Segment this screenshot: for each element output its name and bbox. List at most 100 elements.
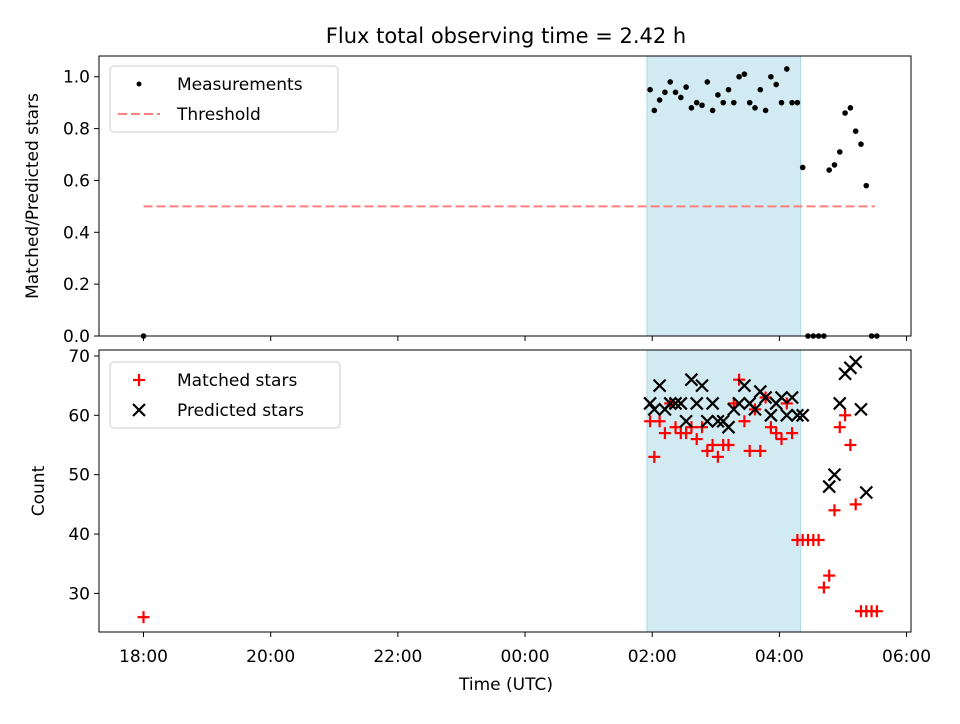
measurement-point — [768, 73, 774, 80]
matched-star-point — [775, 433, 788, 446]
measurement-point — [683, 84, 689, 90]
predicted-star-point — [674, 396, 688, 411]
cross-stroke — [780, 408, 794, 423]
predicted-star-point — [700, 414, 715, 429]
predicted-star-point — [643, 396, 657, 411]
measurement-point — [725, 86, 732, 93]
matched-star-point — [870, 605, 883, 618]
measurement-point — [699, 102, 705, 109]
measurement-point — [662, 89, 668, 96]
measurement-point — [847, 105, 854, 111]
predicted-star-point — [780, 408, 794, 423]
matched-star-point — [817, 581, 830, 594]
cross-stroke — [132, 403, 146, 417]
predicted-star-point — [705, 396, 720, 411]
matched-star-point — [849, 498, 862, 511]
matched-star-point — [743, 444, 756, 457]
y-tick-label: 0.4 — [63, 223, 90, 243]
measurement-point — [672, 89, 679, 96]
cross-stroke — [663, 396, 677, 411]
matched-star-point — [786, 427, 799, 440]
cross-stroke — [758, 390, 773, 405]
top-legend: Measurements Threshold — [109, 65, 339, 133]
predicted-star-point — [721, 420, 736, 434]
top-axes-frame — [98, 55, 912, 337]
bottom-y-axis-label: Count — [29, 465, 49, 516]
measurement-point — [656, 97, 663, 103]
predicted-star-point — [785, 390, 799, 405]
predicted-star-point — [848, 355, 863, 369]
legend-threshold-label: Threshold — [176, 105, 261, 125]
matched-star-point — [812, 533, 825, 546]
cross-stroke — [721, 420, 736, 434]
y-tick-label: 70 — [68, 347, 90, 367]
bottom-panel: 30 40 50 60 70 18:00 20:00 22:00 00:00 02:00 04:0… — [29, 347, 931, 695]
measurement-point — [842, 110, 848, 116]
measurement-point — [773, 81, 779, 88]
predicted-star-point — [859, 485, 874, 500]
x-tick-label: 04:00 — [755, 647, 804, 667]
matched-star-point — [680, 427, 693, 440]
predicted-star-point — [790, 408, 805, 423]
measurement-point — [757, 86, 764, 93]
predicted-stars-points — [643, 355, 874, 500]
legend-measurements-marker — [136, 81, 142, 87]
x-tick-label: 18:00 — [119, 647, 168, 667]
x-tick-label: 22:00 — [373, 647, 422, 667]
measurement-point — [678, 94, 684, 101]
x-tick-label: 00:00 — [501, 647, 550, 667]
matched-star-point — [754, 444, 767, 457]
y-tick-label: 60 — [68, 406, 90, 426]
predicted-star-point — [774, 390, 789, 405]
measurement-point — [831, 162, 838, 168]
measurement-point — [789, 99, 795, 106]
measurement-point — [731, 99, 737, 106]
cross-stroke — [822, 479, 836, 494]
predicted-star-point — [795, 408, 810, 423]
matched-star-point — [653, 415, 666, 428]
cross-stroke — [668, 396, 683, 411]
predicted-star-point — [732, 396, 746, 411]
predicted-star-point — [764, 408, 778, 423]
matched-star-point — [658, 427, 671, 440]
y-tick-label: 50 — [68, 466, 90, 486]
bottom-legend: Matched stars Predicted stars — [109, 361, 341, 429]
measurement-point — [863, 182, 870, 189]
matched-star-point — [823, 569, 836, 582]
measurement-point — [693, 99, 700, 106]
measurement-point — [736, 73, 742, 80]
top-legend-box — [109, 65, 339, 133]
measurement-point — [746, 99, 753, 106]
matched-star-point — [738, 415, 751, 428]
matched-star-point — [844, 438, 857, 451]
bottom-x-axis: 18:00 20:00 22:00 00:00 02:00 04:00 06:00 — [119, 632, 931, 667]
measurement-point — [762, 107, 769, 114]
matched-star-point — [648, 450, 661, 463]
measurement-point — [688, 105, 695, 111]
cross-stroke — [785, 390, 799, 405]
cross-stroke — [790, 408, 805, 423]
bottom-x-axis-label: Time (UTC) — [458, 675, 553, 695]
bottom-axes-frame — [98, 349, 912, 633]
predicted-star-point — [854, 402, 868, 417]
legend-predicted-marker — [132, 403, 146, 417]
legend-measurements-label: Measurements — [177, 75, 303, 95]
x-tick-label: 20:00 — [246, 647, 295, 667]
measurement-point — [720, 99, 727, 106]
measurement-point — [799, 164, 806, 171]
y-tick-label: 40 — [68, 525, 90, 545]
measurement-point — [704, 79, 711, 85]
cross-stroke — [748, 402, 762, 417]
measurement-points — [140, 66, 880, 339]
cross-stroke — [674, 396, 688, 411]
matched-star-point — [828, 504, 841, 517]
top-panel: 0.0 0.2 0.4 0.6 0.8 1.0 Matched/Predicted sta… — [23, 55, 912, 347]
measurement-point — [715, 92, 721, 98]
matched-star-point — [690, 433, 703, 446]
predicted-star-point — [737, 378, 752, 393]
y-tick-label: 1.0 — [63, 68, 90, 88]
x-tick-label: 06:00 — [882, 647, 931, 667]
cross-stroke — [827, 467, 842, 482]
